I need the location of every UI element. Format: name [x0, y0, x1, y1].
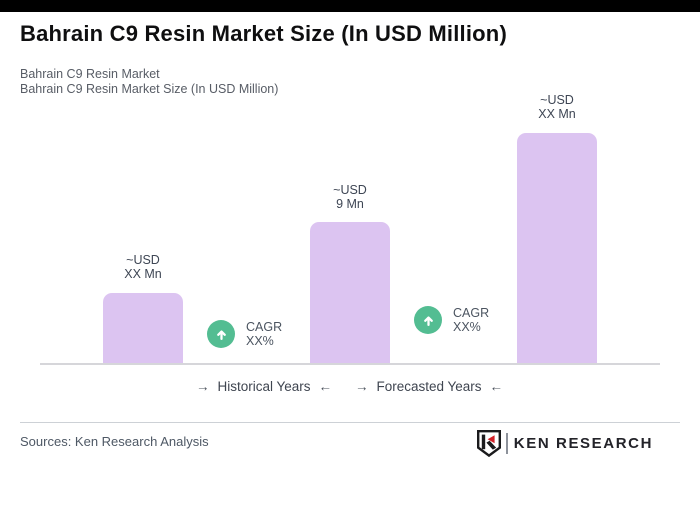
ken-research-shield-icon [476, 429, 501, 457]
logo-wordmark: KEN RESEARCH [513, 434, 653, 452]
cagr-badge-2: CAGR XX% [414, 306, 489, 334]
x-axis-line [40, 363, 660, 365]
x-group-label: Historical Years [217, 379, 311, 394]
left-arrow-icon: ← [318, 379, 333, 394]
right-arrow-icon: → [354, 379, 369, 394]
page-title: Bahrain C9 Resin Market Size (In USD Mil… [20, 21, 507, 46]
up-arrow-icon [207, 320, 235, 348]
bar-value-label: ~USD XX Mn [124, 253, 162, 281]
x-group-historical-years: → Historical Years ← [196, 379, 332, 394]
cagr-text: CAGR XX% [453, 306, 490, 334]
x-group-label: Forecasted Years [376, 379, 482, 394]
subtitle-line-2: Bahrain C9 Resin Market Size (In USD Mil… [20, 81, 279, 96]
cagr-text: CAGR XX% [246, 320, 283, 348]
up-arrow-icon [414, 306, 442, 334]
footer-divider [20, 422, 680, 423]
bar-forecast [517, 133, 597, 363]
top-black-bar [0, 0, 700, 12]
bar-historical [103, 293, 183, 363]
bar-value-label: ~USD XX Mn [538, 93, 576, 121]
cagr-badge-1: CAGR XX% [207, 320, 282, 348]
right-arrow-icon: → [195, 379, 210, 394]
bar-middle [310, 222, 390, 363]
x-group-forecasted-years: → Forecasted Years ← [355, 379, 503, 394]
sources-text: Sources: Ken Research Analysis [20, 434, 209, 449]
ken-research-logo: KEN RESEARCH [476, 429, 653, 457]
bar-value-label: ~USD 9 Mn [333, 183, 367, 211]
chart-subtitle: Bahrain C9 Resin Market Bahrain C9 Resin… [20, 67, 278, 96]
subtitle-line-1: Bahrain C9 Resin Market [20, 67, 160, 81]
logo-separator [505, 432, 508, 454]
left-arrow-icon: ← [489, 379, 504, 394]
